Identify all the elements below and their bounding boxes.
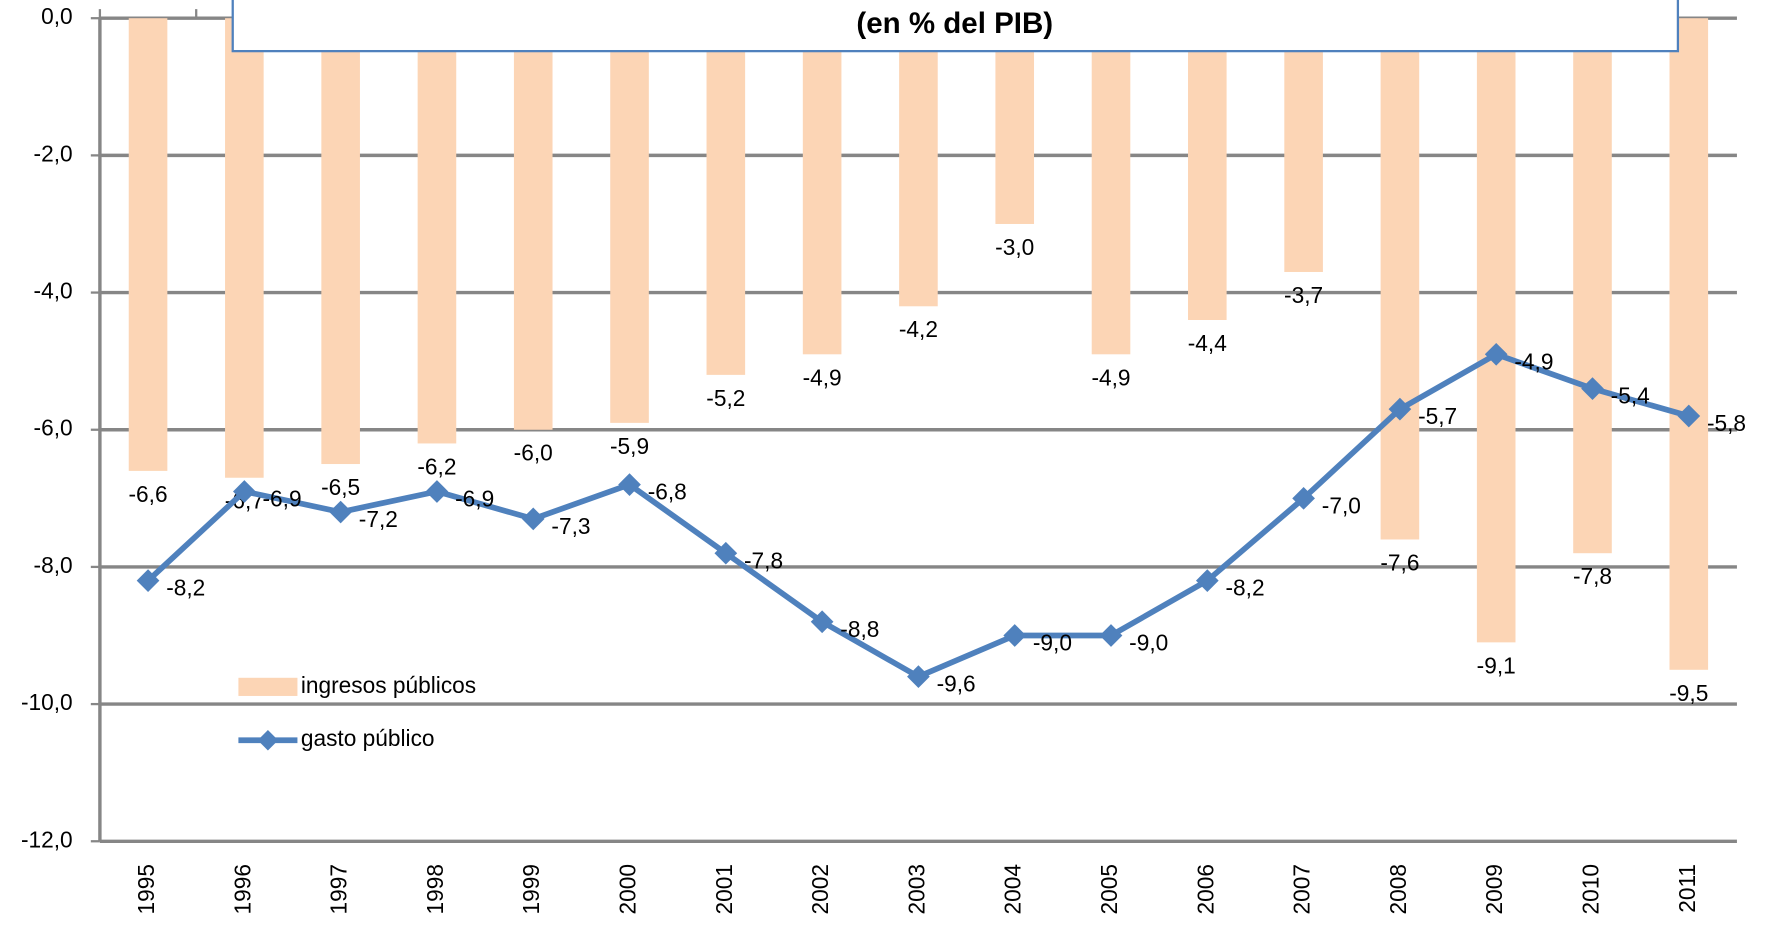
bar	[610, 18, 649, 423]
x-tick-label: 2007	[1289, 864, 1315, 914]
bar	[899, 18, 938, 307]
line-marker	[1195, 569, 1219, 592]
bar	[1091, 18, 1131, 355]
bar-value-label: -3,7	[1284, 282, 1323, 308]
line-marker	[618, 473, 641, 496]
line-value-label: -5,4	[1611, 383, 1650, 409]
x-tick-label: 2009	[1481, 864, 1507, 914]
y-tick-label: -8,0	[34, 552, 73, 578]
line-value-label: -9,0	[1129, 630, 1168, 656]
line-value-label: -8,2	[166, 575, 205, 601]
x-tick-label: 2011	[1674, 864, 1700, 913]
bar	[1669, 18, 1709, 670]
bar-value-label: -6,6	[128, 481, 167, 507]
x-tick-label: 2001	[711, 864, 737, 914]
x-tick-label: 1995	[133, 864, 159, 914]
bar	[1284, 18, 1323, 272]
chart-title: (en % del PIB)	[856, 7, 1053, 40]
bar	[802, 18, 842, 355]
bar-value-label: -9,1	[1477, 652, 1516, 678]
bar	[1573, 18, 1612, 554]
line-value-label: -6,9	[263, 486, 302, 512]
x-tick-label: 2003	[903, 864, 929, 914]
line-marker	[907, 665, 930, 689]
bar	[706, 18, 746, 375]
bar	[1476, 18, 1516, 643]
bar-value-label: -5,9	[610, 433, 649, 459]
x-tick-label: 2010	[1577, 864, 1603, 914]
y-tick-label: -4,0	[34, 278, 73, 304]
line-value-label: -9,0	[1033, 630, 1072, 656]
bar	[995, 18, 1035, 224]
bar-value-label: -6,2	[417, 453, 456, 479]
x-tick-label: 1999	[518, 864, 544, 914]
x-tick-label: 2004	[1000, 864, 1026, 914]
line-marker	[425, 480, 449, 503]
legend-label: gasto público	[301, 725, 435, 751]
bar	[1188, 18, 1227, 320]
line-marker	[810, 610, 834, 634]
line-marker	[136, 569, 160, 592]
line-marker	[232, 480, 256, 503]
bar	[417, 18, 457, 444]
line-value-label: -7,0	[1322, 492, 1361, 518]
line-value-label: -5,7	[1418, 403, 1457, 429]
bar	[321, 18, 360, 465]
y-tick-label: -10,0	[21, 689, 73, 715]
line-value-label: -6,8	[648, 479, 687, 505]
line-value-label: -8,2	[1225, 575, 1264, 601]
line-value-label: -8,8	[840, 616, 879, 642]
bar-value-label: -6,5	[321, 474, 360, 500]
line-marker	[329, 500, 352, 524]
x-tick-label: 2000	[615, 864, 641, 914]
bar	[1380, 18, 1420, 540]
x-tick-label: 2008	[1385, 864, 1411, 914]
bar-value-label: -4,9	[803, 364, 842, 390]
bar-value-label: -7,6	[1380, 549, 1419, 575]
y-tick-label: -12,0	[21, 826, 73, 852]
line-value-label: -7,8	[744, 547, 783, 573]
x-tick-label: 1996	[229, 864, 255, 914]
line-marker	[1003, 624, 1027, 647]
legend-label: ingresos públicos	[301, 672, 476, 698]
x-tick-label: 1998	[422, 864, 448, 914]
bar-value-label: -9,5	[1669, 680, 1708, 706]
bar-value-label: -4,9	[1091, 364, 1130, 390]
bar	[513, 18, 553, 430]
y-tick-label: -2,0	[34, 140, 73, 166]
x-tick-label: 2006	[1192, 864, 1218, 914]
bar-value-label: -7,8	[1573, 563, 1612, 589]
x-tick-label: 1997	[326, 864, 352, 914]
bar	[128, 18, 168, 471]
y-tick-label: 0,0	[41, 3, 73, 29]
line-value-label: -4,9	[1514, 348, 1553, 374]
line-value-label: -9,6	[937, 671, 976, 697]
line-marker	[1484, 342, 1508, 366]
line-value-label: -5,8	[1707, 410, 1746, 436]
line-marker	[1292, 486, 1315, 510]
x-tick-label: 2002	[807, 864, 833, 914]
legend-swatch	[238, 677, 298, 696]
x-tick-label: 2005	[1096, 864, 1122, 914]
bar-value-label: -6,0	[514, 440, 553, 466]
line-value-label: -7,3	[551, 513, 590, 539]
bar-value-label: -3,0	[995, 234, 1034, 260]
bar-value-label: -4,2	[899, 316, 938, 342]
line-marker	[1099, 624, 1123, 647]
bar-value-label: -4,4	[1188, 330, 1227, 356]
y-tick-label: -6,0	[34, 415, 73, 441]
line-marker	[714, 541, 738, 565]
line-value-label: -7,2	[359, 506, 398, 532]
line-marker	[521, 507, 545, 531]
bar-value-label: -5,2	[706, 385, 745, 411]
title-box	[231, 0, 1680, 53]
line-value-label: -6,9	[455, 486, 494, 512]
line-marker	[1581, 377, 1604, 400]
legend-marker	[257, 730, 279, 751]
bar	[225, 18, 264, 478]
